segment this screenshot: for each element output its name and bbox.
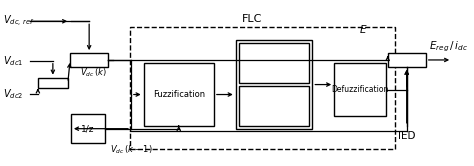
Text: 1/z: 1/z	[81, 124, 95, 133]
Text: $E$: $E$	[359, 23, 368, 35]
Text: $V_{dc,\,ref}$: $V_{dc,\,ref}$	[3, 14, 35, 29]
Text: FLC: FLC	[242, 14, 263, 24]
Text: +: +	[45, 77, 52, 86]
Text: $E_{reg}\,/\,i_{dc}$: $E_{reg}\,/\,i_{dc}$	[429, 40, 469, 54]
Text: $V_{dc}\,(k)$: $V_{dc}\,(k)$	[80, 66, 107, 79]
Text: Defuzzification: Defuzzification	[331, 85, 389, 94]
Bar	[239, 43, 309, 83]
Bar	[71, 114, 105, 143]
Text: Inference
Engine: Inference Engine	[254, 96, 294, 116]
Text: $V_{dc}\,(k-1)$: $V_{dc}\,(k-1)$	[109, 143, 152, 156]
Bar	[38, 78, 68, 88]
Text: $V_{dc2}$: $V_{dc2}$	[3, 87, 23, 101]
Text: +: +	[54, 80, 61, 89]
Text: +: +	[394, 53, 402, 62]
Text: −: −	[92, 58, 100, 67]
Text: Fuzzification: Fuzzification	[153, 90, 205, 99]
Bar	[388, 53, 426, 67]
Text: Rule Base: Rule Base	[253, 59, 295, 68]
Bar	[236, 40, 312, 129]
Bar	[334, 63, 386, 116]
Bar	[130, 27, 395, 149]
Text: IED: IED	[398, 131, 415, 141]
Bar	[144, 63, 214, 126]
Bar	[70, 53, 108, 67]
Bar	[239, 86, 309, 126]
Text: +: +	[77, 53, 84, 62]
Text: $V_{dc1}$: $V_{dc1}$	[3, 54, 23, 68]
Text: +: +	[410, 58, 417, 67]
